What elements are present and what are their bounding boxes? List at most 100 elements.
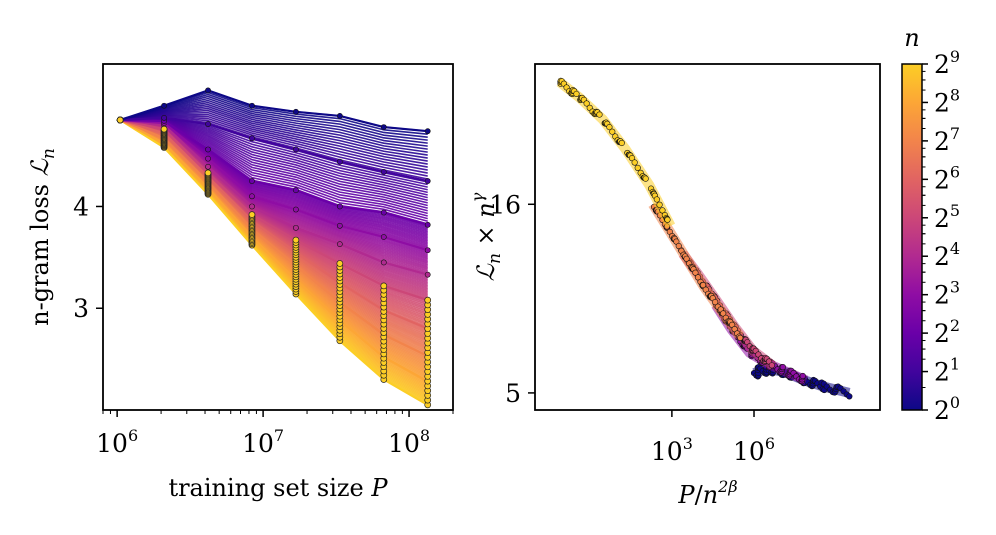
data-point (249, 135, 255, 142)
left-axes-frame (102, 63, 454, 411)
data-point (380, 168, 387, 175)
series-line (119, 118, 429, 330)
scatter-point (692, 269, 699, 276)
data-point (336, 222, 343, 229)
data-point (380, 124, 387, 130)
data-point (336, 241, 343, 248)
data-point (293, 224, 299, 231)
scatter-point (720, 310, 727, 317)
right-panel: 103 106 5 16 P/n2β ℒn × nγ (468, 63, 881, 509)
data-point (205, 163, 211, 170)
data-point (424, 178, 431, 184)
data-point (336, 158, 343, 165)
data-point (249, 178, 255, 184)
series-line (120, 118, 429, 276)
colorbar-gradient (901, 63, 923, 411)
left-y-axis-label: n-gram loss ℒn (26, 148, 59, 326)
scatter-point (768, 362, 775, 369)
stack-point (424, 296, 432, 304)
series-line (120, 118, 429, 226)
scatter-point (683, 255, 690, 262)
x-tick-label: 106 (733, 434, 775, 466)
data-point (293, 206, 299, 213)
scatter-band (556, 78, 676, 229)
scatter-point (664, 216, 671, 223)
x-tick-label: 103 (651, 434, 693, 466)
dense-curve (119, 99, 428, 147)
colorbar-tick-label: 26 (934, 162, 960, 194)
colorbar-label: n (904, 24, 919, 52)
data-point (249, 193, 255, 200)
scatter-point (609, 128, 616, 135)
series-line (119, 118, 429, 302)
x-tick-label: 107 (242, 426, 284, 458)
data-point (424, 221, 431, 228)
colorbar-tick-label: 28 (934, 85, 960, 117)
series-line (119, 89, 428, 133)
scatter-point (712, 299, 719, 306)
left-panel: 106 107 108 3 4 training set size P n-gram l… (26, 63, 454, 502)
data-point (205, 121, 211, 127)
y-tick-label: 4 (73, 192, 89, 221)
colorbar-tick-label: 23 (934, 278, 960, 310)
stack-point (248, 211, 256, 218)
stack-point (336, 260, 344, 267)
dense-curve (120, 105, 428, 156)
colorbar-ticks: 20 21 22 23 24 25 26 27 28 29 (922, 47, 960, 425)
left-axes: 106 107 108 3 4 (73, 192, 454, 458)
scatter-point (846, 393, 853, 400)
dense-curve (119, 95, 428, 141)
series-line (119, 118, 429, 383)
stack-point (292, 236, 300, 244)
stack-point (116, 116, 124, 124)
stack-point (160, 125, 168, 133)
scatter-point (596, 111, 603, 118)
dense-curve (120, 115, 428, 177)
data-point (380, 259, 387, 266)
dense-curve (120, 111, 428, 165)
colorbar: 20 21 22 23 24 25 26 27 28 29 n (901, 24, 960, 425)
series-line (119, 118, 429, 358)
scatter-point (675, 242, 682, 250)
scatter-point (642, 175, 649, 182)
x-tick-label: 108 (388, 426, 430, 458)
data-point (424, 271, 431, 278)
stack-point (380, 282, 388, 290)
colorbar-tick-label: 27 (934, 124, 960, 156)
dense-curve (120, 107, 428, 159)
data-point (293, 108, 299, 115)
dense-curve (119, 103, 428, 153)
data-point (205, 146, 211, 153)
dense-curve (120, 113, 428, 168)
scatter-point (631, 159, 638, 166)
y-tick-label: 3 (73, 294, 89, 323)
y-tick-label: 5 (505, 379, 521, 408)
scatter-n=2^9 (556, 77, 676, 229)
colorbar-tick-label: 22 (934, 316, 960, 348)
dense-curve (120, 114, 428, 171)
data-point (380, 209, 387, 216)
y-tick-label: 16 (489, 190, 521, 219)
series-n=2^0 (117, 87, 431, 135)
scatter-point (618, 139, 625, 147)
colorbar-tick-label: 21 (934, 355, 960, 387)
right-x-axis-label: P/n2β (677, 477, 737, 509)
scatter-point (799, 372, 806, 380)
data-point (293, 187, 299, 194)
dense-curve (120, 115, 428, 174)
right-y-axis-label: ℒn × nγ (468, 192, 505, 281)
dense-curve (120, 109, 428, 162)
data-point (336, 113, 343, 119)
scatter-point (737, 334, 744, 341)
data-point (205, 155, 211, 162)
series-line (119, 119, 429, 406)
dense-curve (119, 97, 428, 144)
colorbar-tick-label: 24 (934, 239, 960, 271)
right-plot-area (556, 77, 853, 400)
left-plot-area (116, 87, 432, 409)
scatter-point (606, 123, 613, 131)
series-line (120, 116, 428, 183)
data-point (380, 234, 387, 240)
x-tick-label: 106 (96, 426, 138, 458)
